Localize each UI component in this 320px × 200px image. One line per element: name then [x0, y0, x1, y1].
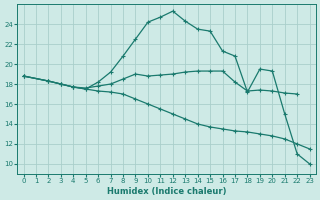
- X-axis label: Humidex (Indice chaleur): Humidex (Indice chaleur): [107, 187, 226, 196]
